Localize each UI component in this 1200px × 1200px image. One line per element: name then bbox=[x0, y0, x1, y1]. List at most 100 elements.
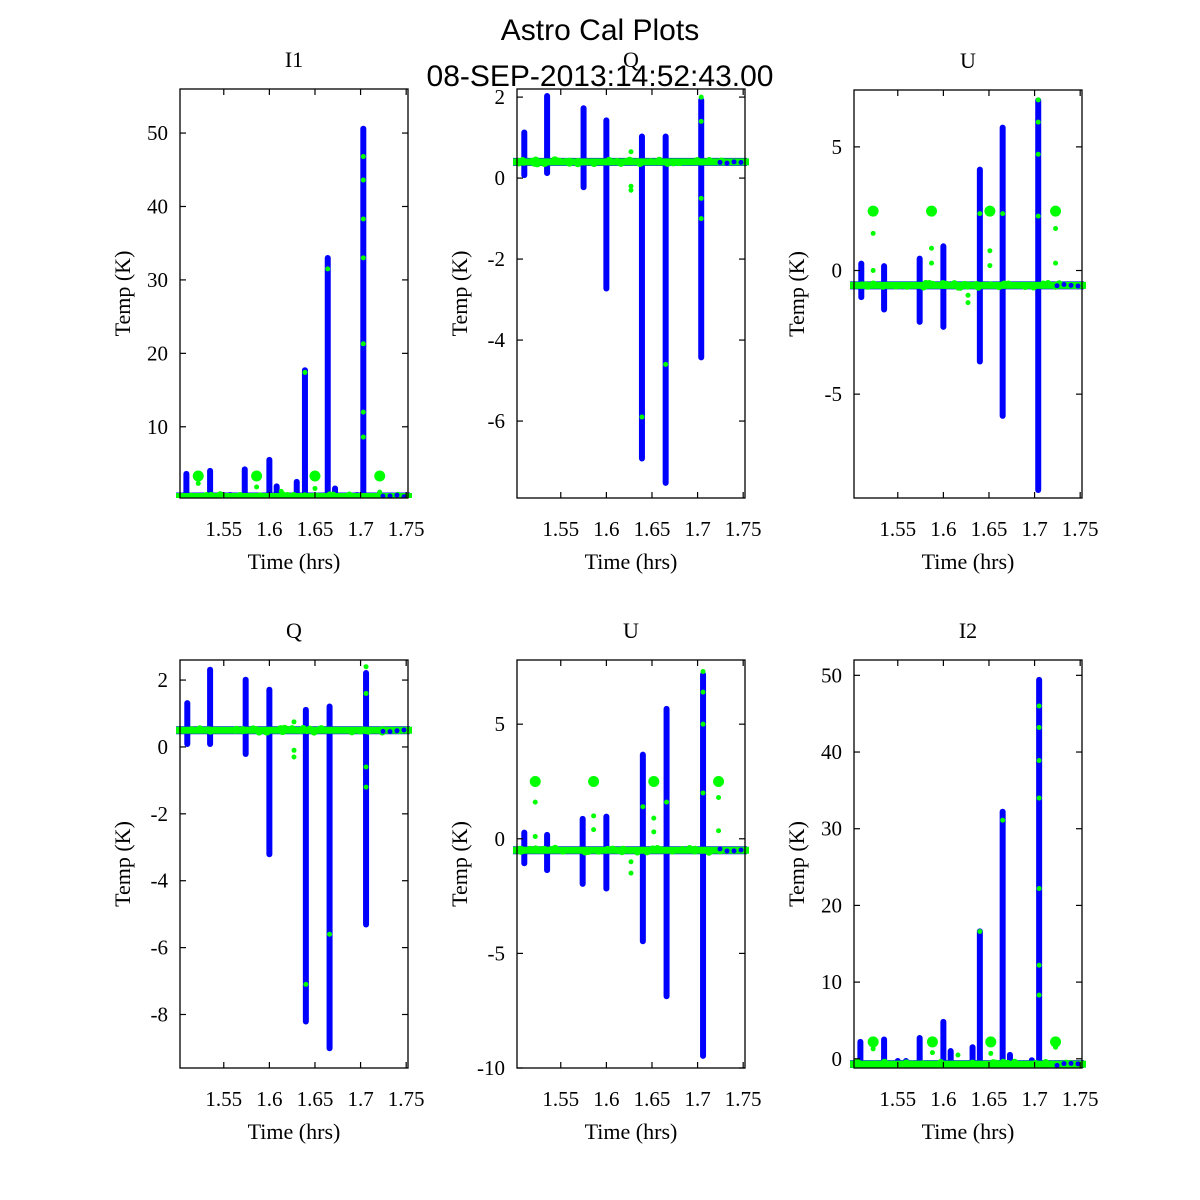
primary-spike bbox=[700, 671, 707, 1059]
primary-spike bbox=[266, 686, 273, 858]
secondary-point bbox=[288, 725, 296, 733]
secondary-point bbox=[977, 211, 983, 217]
secondary-point bbox=[955, 1052, 961, 1058]
secondary-point bbox=[331, 493, 339, 498]
secondary-cluster bbox=[251, 470, 263, 482]
data-layer bbox=[176, 664, 412, 1052]
secondary-point bbox=[312, 485, 318, 491]
primary-point bbox=[724, 160, 730, 166]
y-axis-label: Temp (K) bbox=[784, 251, 809, 337]
secondary-point bbox=[238, 494, 246, 498]
secondary-point bbox=[864, 282, 872, 290]
y-tick-label: 50 bbox=[147, 121, 168, 145]
subplot-q-1: Q 1.55 1.6 1.65 1.7 1.75 -6 -4 -2 0 2 Time (hrs) Tem… bbox=[447, 47, 762, 574]
secondary-point bbox=[281, 724, 289, 732]
data-layer bbox=[176, 125, 412, 498]
secondary-point bbox=[377, 489, 383, 495]
subplot-title: U bbox=[960, 48, 976, 73]
secondary-point bbox=[532, 156, 540, 164]
secondary-point bbox=[291, 719, 297, 725]
y-tick-label: 2 bbox=[495, 85, 506, 109]
secondary-point bbox=[706, 847, 714, 855]
primary-spike bbox=[662, 133, 669, 486]
secondary-point bbox=[231, 726, 239, 734]
secondary-point bbox=[279, 492, 287, 498]
secondary-point bbox=[870, 268, 876, 274]
x-tick-label: 1.7 bbox=[684, 1087, 710, 1111]
y-tick-label: -5 bbox=[488, 941, 506, 965]
x-tick-label: 1.7 bbox=[684, 517, 710, 541]
secondary-point bbox=[532, 799, 538, 805]
secondary-point bbox=[363, 690, 369, 696]
primary-point bbox=[1075, 1061, 1081, 1067]
data-layer bbox=[850, 97, 1086, 494]
secondary-point bbox=[663, 361, 669, 367]
secondary-point bbox=[869, 280, 877, 288]
x-tick-label: 1.65 bbox=[634, 517, 671, 541]
y-axis-label: Temp (K) bbox=[447, 821, 472, 907]
data-layer bbox=[513, 668, 749, 1059]
secondary-point bbox=[187, 492, 195, 498]
y-tick-label: -2 bbox=[488, 247, 506, 271]
y-tick-label: 20 bbox=[821, 893, 842, 917]
y-tick-label: 0 bbox=[158, 735, 169, 759]
primary-point bbox=[1061, 282, 1067, 288]
secondary-point bbox=[1036, 757, 1042, 763]
x-tick-label: 1.6 bbox=[256, 1087, 282, 1111]
subplot-title: Q bbox=[286, 618, 302, 643]
secondary-point bbox=[989, 1059, 997, 1067]
secondary-point bbox=[698, 195, 704, 201]
secondary-point bbox=[1036, 962, 1042, 968]
secondary-point bbox=[1030, 283, 1038, 291]
secondary-point bbox=[920, 283, 928, 291]
secondary-point bbox=[929, 260, 935, 266]
secondary-point bbox=[1004, 280, 1012, 288]
y-tick-label: 5 bbox=[832, 135, 843, 159]
subplot-title: I1 bbox=[285, 47, 303, 72]
x-axis-label: Time (hrs) bbox=[585, 1119, 678, 1144]
secondary-point bbox=[1036, 886, 1042, 892]
secondary-point bbox=[526, 845, 534, 853]
y-axis-label: Temp (K) bbox=[784, 821, 809, 907]
x-tick-label: 1.65 bbox=[297, 1087, 334, 1111]
secondary-cluster bbox=[713, 775, 725, 787]
primary-point bbox=[380, 493, 386, 498]
secondary-cluster bbox=[985, 1036, 997, 1048]
primary-spike bbox=[1035, 97, 1042, 494]
secondary-point bbox=[301, 492, 309, 498]
primary-spike bbox=[242, 676, 249, 757]
secondary-point bbox=[1011, 1058, 1019, 1066]
primary-point bbox=[724, 848, 730, 854]
secondary-point bbox=[540, 159, 548, 167]
primary-point bbox=[394, 492, 400, 498]
secondary-point bbox=[1053, 1044, 1059, 1050]
secondary-cluster bbox=[984, 205, 996, 217]
secondary-cluster bbox=[309, 470, 321, 482]
secondary-point bbox=[584, 848, 592, 856]
x-tick-label: 1.6 bbox=[930, 1087, 956, 1111]
secondary-point bbox=[360, 216, 366, 222]
secondary-point bbox=[1042, 1059, 1050, 1067]
primary-spike bbox=[544, 93, 551, 177]
secondary-point bbox=[698, 118, 704, 124]
secondary-point bbox=[363, 664, 369, 670]
primary-point bbox=[387, 493, 393, 498]
secondary-point bbox=[700, 668, 706, 674]
secondary-point bbox=[1035, 119, 1041, 125]
y-tick-label: -8 bbox=[151, 1002, 169, 1026]
secondary-cluster bbox=[529, 775, 541, 787]
secondary-point bbox=[303, 981, 309, 987]
secondary-point bbox=[348, 728, 356, 736]
secondary-point bbox=[532, 833, 538, 839]
axes-frame bbox=[516, 659, 746, 1069]
secondary-point bbox=[972, 280, 980, 288]
secondary-point bbox=[871, 1060, 879, 1068]
secondary-point bbox=[879, 282, 887, 290]
secondary-point bbox=[313, 492, 321, 498]
primary-point bbox=[738, 159, 744, 165]
primary-point bbox=[1061, 1061, 1067, 1067]
secondary-point bbox=[639, 414, 645, 420]
secondary-point bbox=[716, 795, 722, 801]
secondary-point bbox=[700, 689, 706, 695]
